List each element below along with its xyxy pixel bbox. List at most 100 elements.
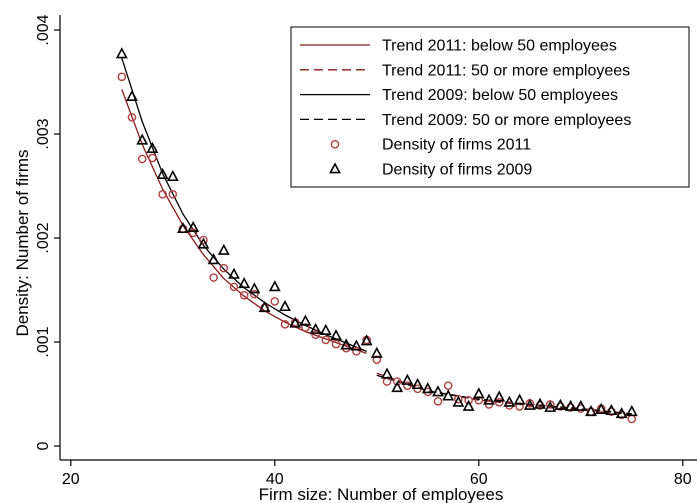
point-2009 bbox=[615, 407, 628, 419]
point-2009 bbox=[350, 339, 363, 351]
point-2011 bbox=[239, 290, 249, 300]
legend-label: Trend 2011: below 50 employees bbox=[382, 38, 617, 55]
y-tick-label: .004 bbox=[35, 14, 52, 45]
point-2009 bbox=[360, 334, 373, 346]
point-2009 bbox=[381, 367, 393, 379]
point-2009 bbox=[472, 387, 485, 399]
point-2009 bbox=[513, 393, 526, 405]
point-2011 bbox=[209, 273, 218, 282]
point-2011 bbox=[127, 113, 137, 122]
point-2011 bbox=[301, 323, 310, 332]
y-tick-label: .002 bbox=[35, 222, 52, 253]
point-2009 bbox=[166, 169, 179, 182]
point-2011 bbox=[433, 396, 443, 406]
point-2011 bbox=[168, 190, 178, 199]
point-2009 bbox=[564, 399, 577, 411]
point-2009 bbox=[442, 389, 455, 401]
legend-label: Density of firms 2009 bbox=[382, 162, 532, 179]
legend-label: Trend 2009: below 50 employees bbox=[382, 87, 618, 104]
point-2009 bbox=[309, 322, 322, 334]
legend-item: Density of firms 2011 bbox=[330, 137, 531, 154]
point-2011 bbox=[352, 347, 361, 356]
point-2009 bbox=[258, 300, 271, 313]
legend-item: Density of firms 2009 bbox=[329, 162, 532, 179]
trend-line bbox=[121, 89, 367, 355]
point-2011 bbox=[474, 395, 484, 405]
point-2009 bbox=[411, 377, 424, 390]
point-2011 bbox=[545, 400, 555, 409]
point-2009 bbox=[279, 299, 291, 312]
point-2009 bbox=[503, 395, 516, 407]
y-tick-label: .003 bbox=[35, 118, 52, 149]
point-2011 bbox=[148, 153, 157, 163]
legend-label: Trend 2011: 50 or more employees bbox=[382, 62, 630, 79]
x-tick-label: 80 bbox=[674, 471, 692, 488]
point-2011 bbox=[321, 335, 331, 345]
point-2009 bbox=[156, 167, 169, 179]
point-2009 bbox=[238, 277, 251, 289]
point-2009 bbox=[370, 346, 383, 358]
point-2009 bbox=[217, 243, 230, 255]
legend-box bbox=[290, 26, 690, 188]
legend-marker-triangle bbox=[329, 162, 341, 174]
point-2009 bbox=[197, 237, 210, 249]
point-2009 bbox=[523, 398, 536, 410]
y-axis-title: Density: Number of firms bbox=[13, 149, 32, 336]
legend-item: Trend 2009: 50 or more employees bbox=[300, 112, 631, 129]
point-2009 bbox=[126, 89, 138, 101]
x-tick-label: 20 bbox=[62, 471, 80, 488]
ticks: 20 40 60 80 0 .001 .002 .003 .004 bbox=[35, 14, 692, 488]
legend-label: Density of firms 2011 bbox=[382, 137, 531, 154]
point-2009 bbox=[625, 404, 638, 417]
point-2009 bbox=[248, 282, 261, 294]
point-2011 bbox=[311, 330, 320, 340]
point-2009 bbox=[574, 399, 587, 411]
point-2009 bbox=[452, 395, 465, 407]
point-2011 bbox=[443, 381, 453, 390]
y-tick-label: 0 bbox=[35, 441, 52, 450]
point-2009 bbox=[177, 221, 189, 234]
x-tick-label: 60 bbox=[470, 471, 488, 488]
legend-item: Trend 2009: below 50 employees bbox=[300, 87, 618, 104]
point-2011 bbox=[454, 394, 463, 404]
point-2009 bbox=[289, 316, 302, 328]
point-2009 bbox=[462, 399, 475, 411]
point-2011 bbox=[372, 355, 382, 364]
point-2009 bbox=[493, 390, 506, 402]
point-2009 bbox=[421, 382, 434, 394]
legend-item: Trend 2011: below 50 employees bbox=[300, 38, 617, 55]
point-2011 bbox=[229, 282, 239, 292]
y-tick-label: .001 bbox=[35, 326, 52, 357]
point-2009 bbox=[391, 381, 404, 393]
point-2009 bbox=[187, 220, 200, 232]
x-tick-label: 40 bbox=[266, 471, 284, 488]
legend-marker-circle bbox=[330, 139, 340, 149]
data-points bbox=[115, 47, 638, 424]
point-2009 bbox=[483, 393, 495, 405]
point-2009 bbox=[401, 373, 414, 385]
point-2009 bbox=[115, 47, 128, 59]
legend-label: Trend 2009: 50 or more employees bbox=[382, 112, 631, 129]
legend-item: Trend 2011: 50 or more employees bbox=[300, 62, 630, 79]
point-2009 bbox=[330, 329, 342, 341]
point-2011 bbox=[199, 235, 208, 245]
point-2011 bbox=[515, 402, 524, 411]
point-2011 bbox=[250, 289, 259, 299]
point-2009 bbox=[585, 404, 597, 417]
point-2011 bbox=[270, 297, 280, 306]
point-2011 bbox=[158, 190, 167, 199]
point-2009 bbox=[268, 280, 281, 292]
point-2009 bbox=[207, 253, 220, 265]
point-2011 bbox=[280, 320, 290, 329]
point-2009 bbox=[146, 141, 159, 153]
point-2009 bbox=[534, 397, 546, 409]
point-2011 bbox=[219, 263, 229, 273]
point-2011 bbox=[464, 395, 473, 405]
point-2009 bbox=[554, 398, 567, 410]
point-2009 bbox=[544, 400, 557, 412]
point-2009 bbox=[432, 385, 444, 397]
point-2009 bbox=[228, 267, 240, 279]
point-2009 bbox=[319, 323, 332, 335]
point-2011 bbox=[117, 72, 127, 82]
